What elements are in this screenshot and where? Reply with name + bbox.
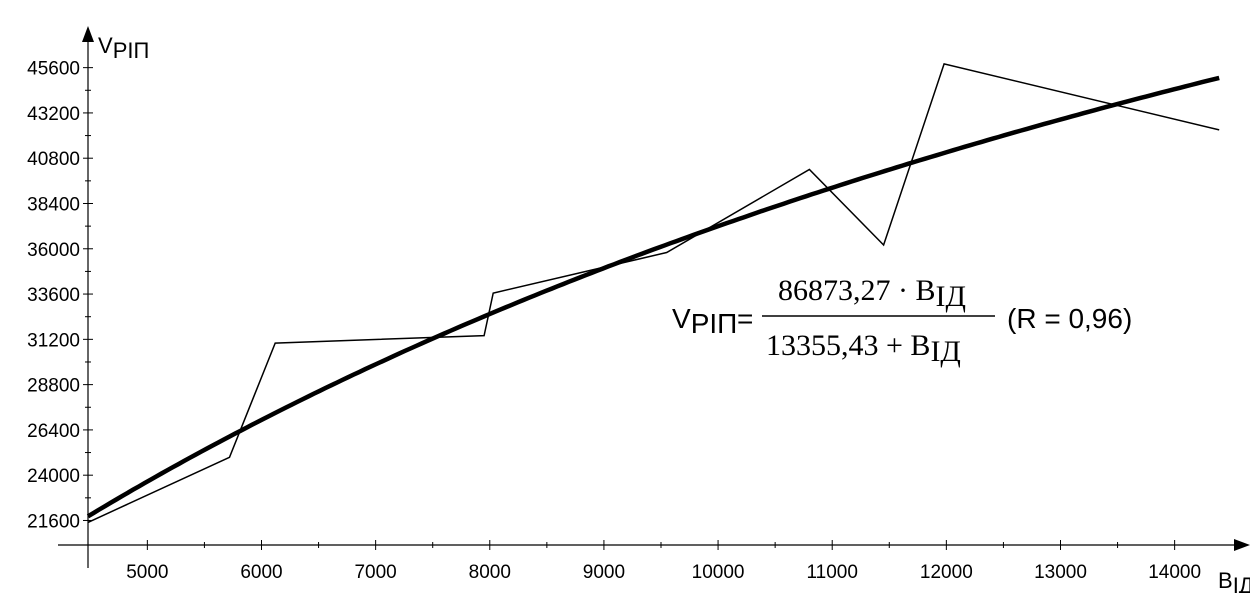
formula-equals: = [737, 303, 753, 334]
x-axis-arrow [1234, 539, 1250, 551]
x-tick-label: 11000 [806, 562, 857, 583]
formula-denominator-sub: ІД [930, 335, 960, 368]
x-tick-label: 10000 [692, 562, 745, 583]
y-tick-label: 43200 [27, 104, 80, 125]
series-fitted-curve [86, 75, 1220, 519]
formula-numerator-sub: ІД [936, 280, 966, 313]
y-axis-arrow [82, 26, 94, 42]
formula-numerator: 86873,27 · BІД [778, 274, 966, 313]
formula-lhs-sub: РІП [691, 308, 738, 339]
x-axis-label: BІД [1218, 568, 1250, 593]
x-tick-label: 7000 [354, 562, 396, 583]
x-tick-group: 5000 6000 7000 8000 9000 10000 11000 12000 13000… [126, 540, 1201, 583]
x-tick-label: 8000 [469, 562, 511, 583]
y-axis-label: VРІП [98, 33, 149, 63]
series-layer [86, 63, 1220, 524]
y-tick-label: 28800 [27, 376, 80, 397]
x-tick-label: 9000 [583, 562, 625, 583]
series-observed-line [87, 63, 1220, 524]
y-tick-label: 40800 [27, 149, 80, 170]
y-tick-label: 24000 [27, 466, 80, 487]
y-tick-label: 31200 [27, 330, 80, 351]
y-tick-label: 36000 [27, 240, 80, 261]
y-tick-group: 21600 24000 26400 28800 31200 33600 36000 38400… [27, 59, 93, 532]
y-tick-label: 21600 [27, 511, 80, 532]
y-axis-label-sub: РІП [113, 38, 150, 63]
formula-r-value: (R = 0,96) [1007, 303, 1132, 334]
y-tick-label: 33600 [27, 285, 80, 306]
formula-denominator: 13355,43 + BІД [766, 329, 961, 368]
axes [58, 26, 1250, 568]
x-tick-label: 12000 [920, 562, 973, 583]
fit-formula: VРІП = 86873,27 · BІД 13355,43 + BІД (R … [672, 274, 1132, 368]
y-tick-label: 38400 [27, 194, 80, 215]
x-tick-label: 6000 [240, 562, 282, 583]
formula-lhs: VРІП [672, 303, 737, 339]
x-tick-label: 13000 [1034, 562, 1087, 583]
x-tick-label: 14000 [1148, 562, 1201, 583]
y-tick-label: 45600 [27, 59, 80, 80]
x-tick-label: 5000 [126, 562, 168, 583]
x-axis-label-sub: ІД [1233, 573, 1250, 593]
y-tick-label: 26400 [27, 421, 80, 442]
